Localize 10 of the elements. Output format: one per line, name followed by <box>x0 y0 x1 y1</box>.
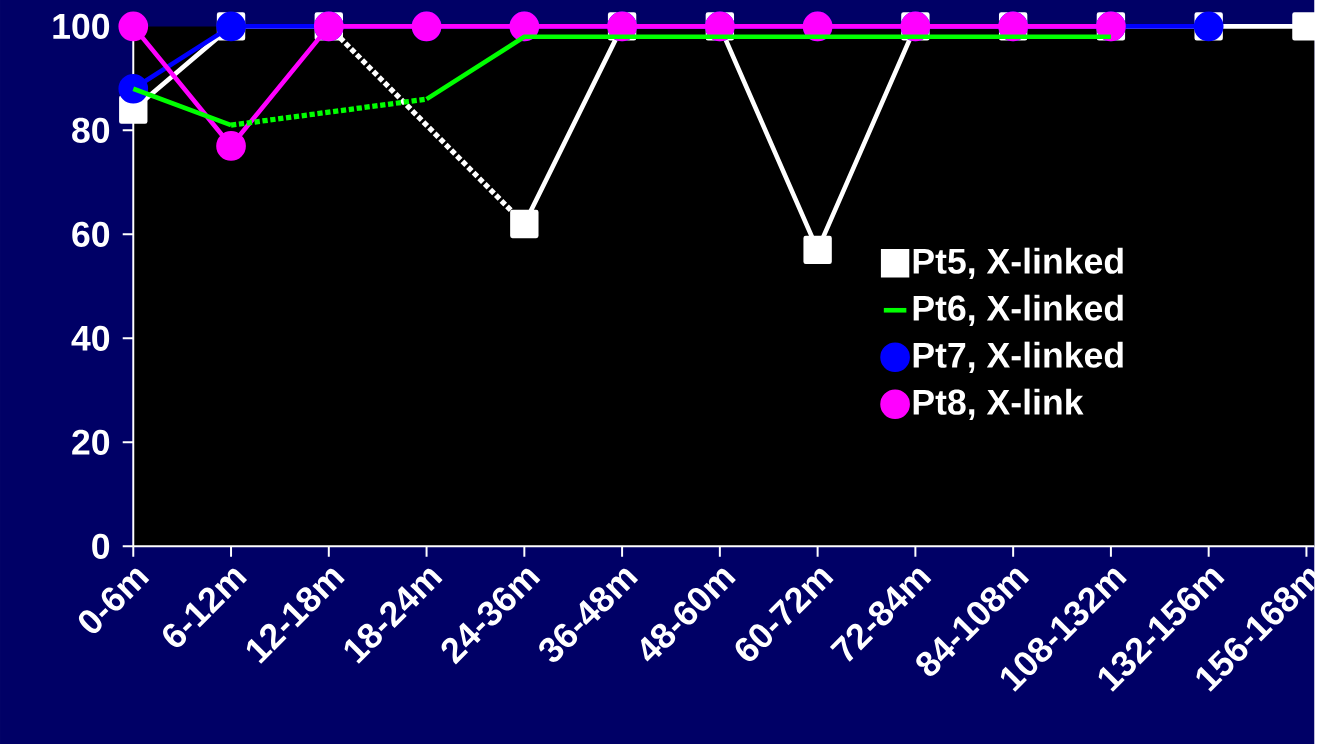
y-tick-label: 0 <box>92 533 110 559</box>
legend-label: Pt8, X-link <box>913 388 1084 420</box>
legend-label: Pt7, X-linked <box>913 341 1123 373</box>
y-tick-label: 100 <box>53 13 110 39</box>
legend-label: Pt5, X-linked <box>913 247 1123 279</box>
y-tick-label: 80 <box>72 117 110 143</box>
y-tick-label: 60 <box>72 221 110 247</box>
legend-label: Pt6, X-linked <box>913 294 1123 326</box>
y-tick-label: 20 <box>72 429 110 455</box>
y-tick-label: 40 <box>71 325 110 351</box>
